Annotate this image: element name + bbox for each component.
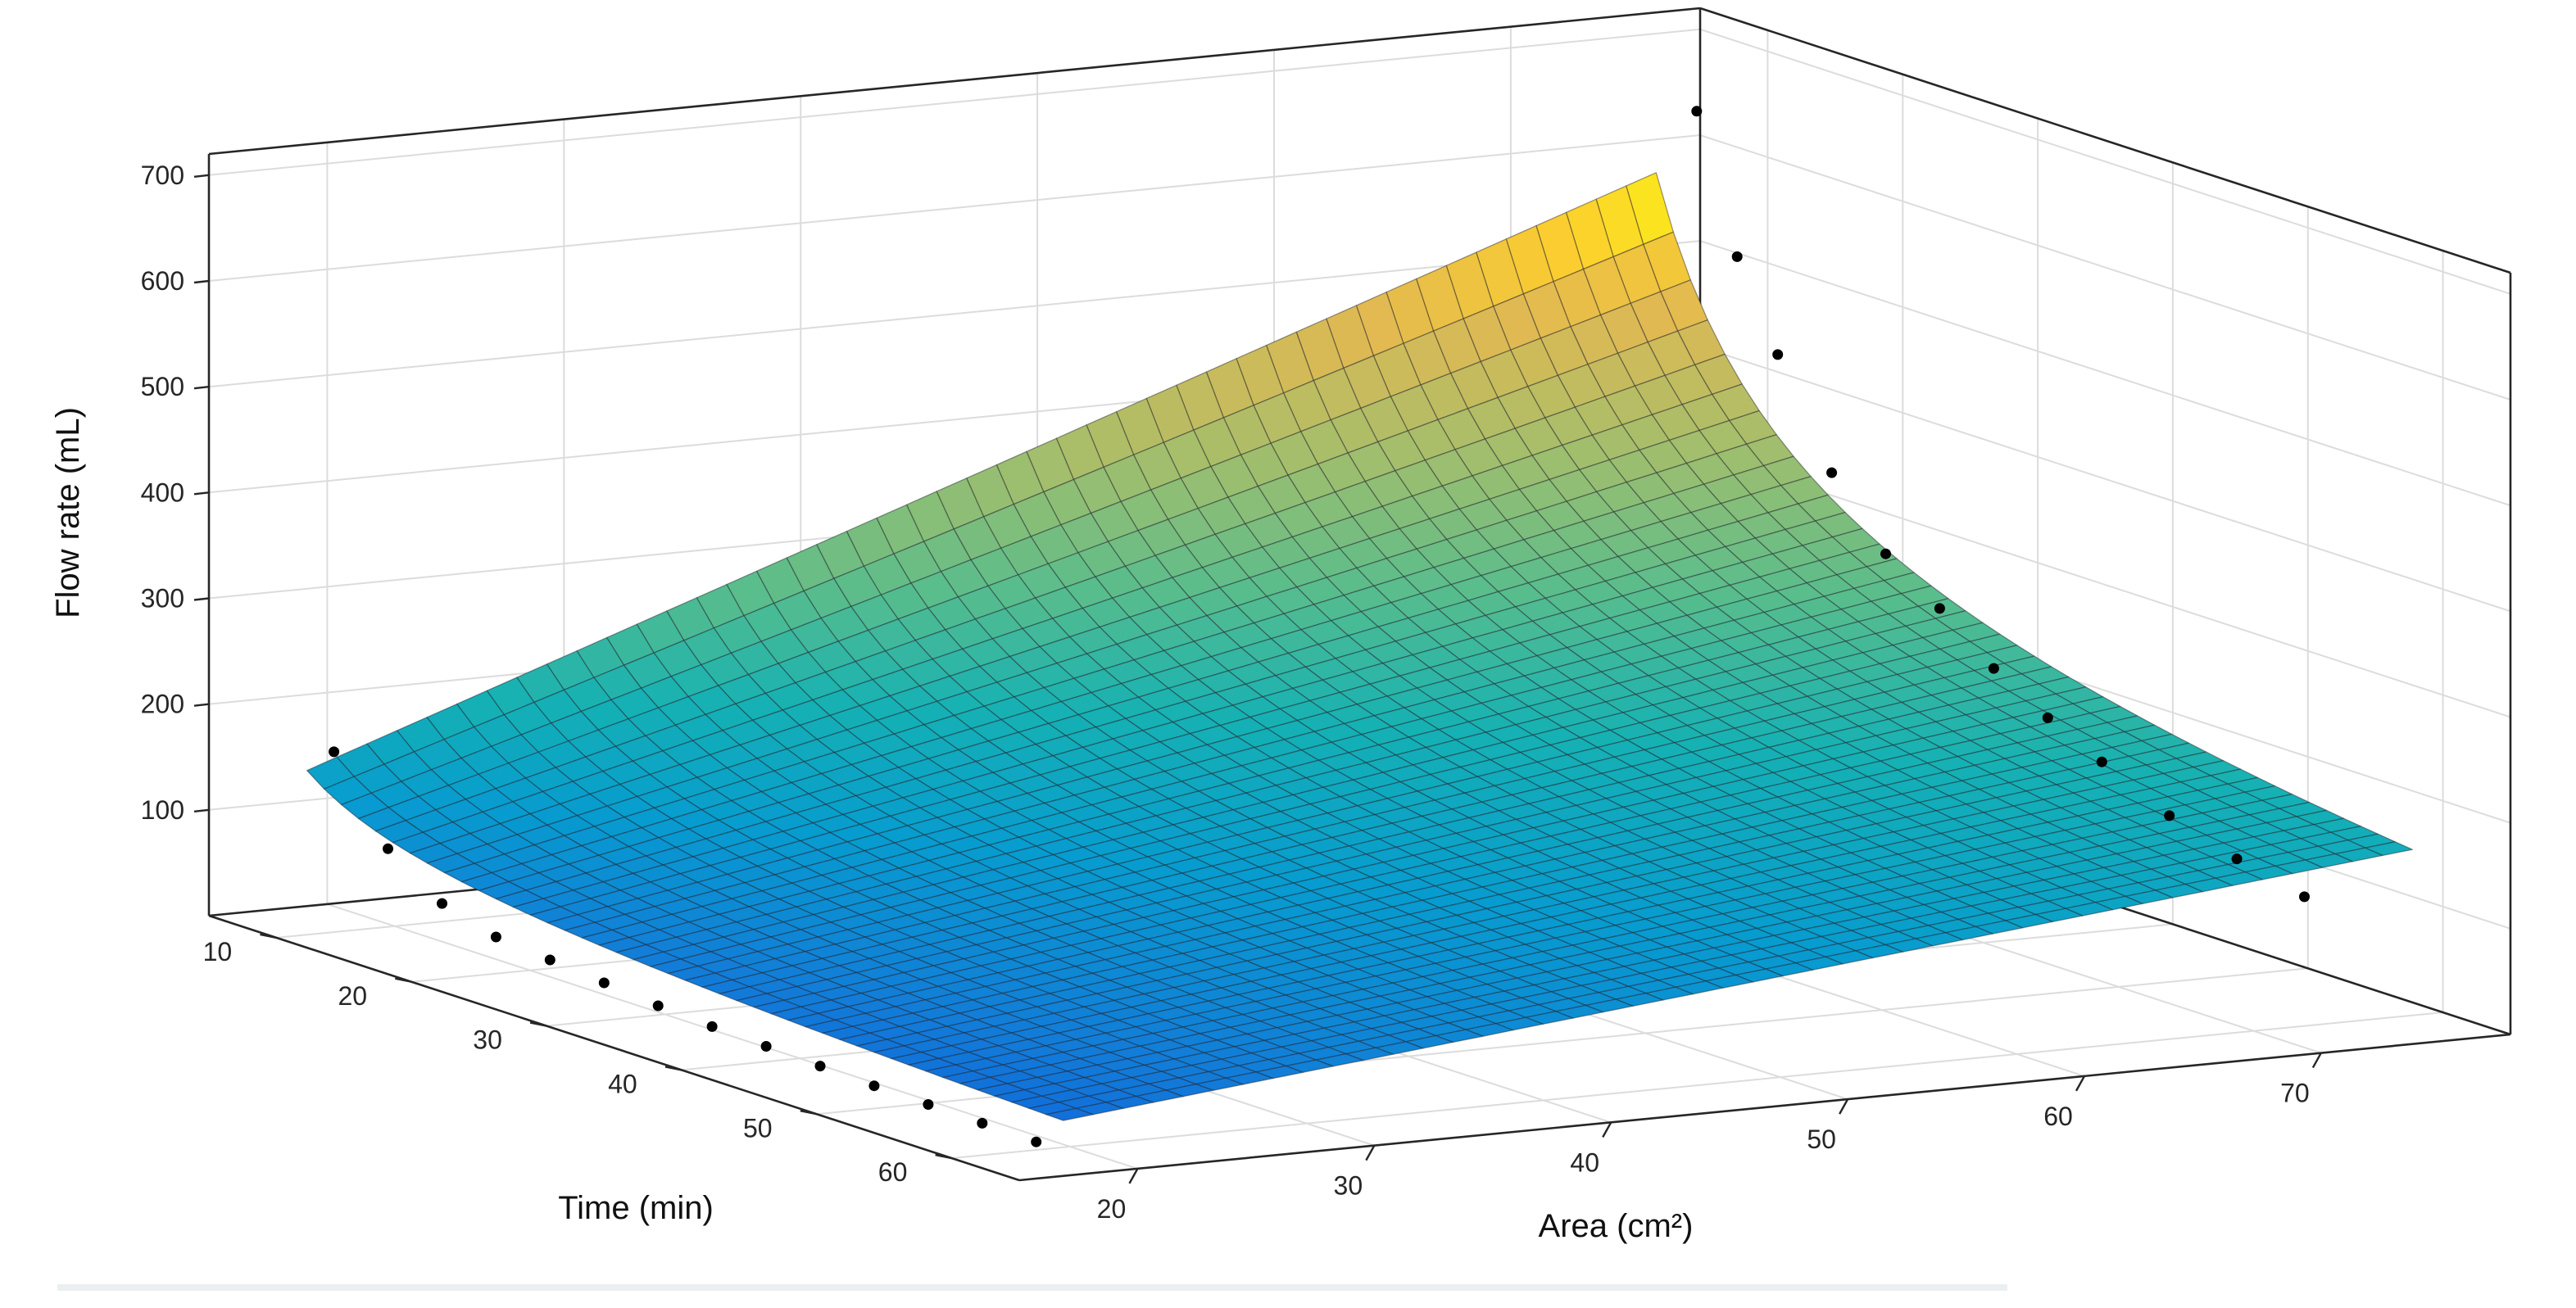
surface-face [1765, 962, 1814, 977]
z-tick [193, 808, 210, 813]
box-edge [208, 7, 1701, 156]
y-tick-label: 20 [338, 981, 367, 1011]
z-tick-label: 500 [141, 372, 184, 401]
surface-face [1644, 986, 1694, 1001]
data-point [544, 954, 556, 966]
z-tick [193, 597, 210, 601]
data-point [2299, 891, 2310, 903]
x-tick-label: 20 [1097, 1194, 1127, 1224]
data-point [1691, 106, 1703, 117]
data-point [1731, 251, 1743, 262]
y-tick [800, 1110, 817, 1116]
x-tick [1365, 1145, 1376, 1161]
x-tick-label: 40 [1570, 1147, 1599, 1177]
z-tick [193, 279, 210, 284]
data-point [868, 1080, 880, 1092]
z-tick [193, 174, 210, 179]
surface-mesh [306, 172, 2414, 1121]
z-axis-title: Flow rate (mL) [50, 407, 86, 618]
z-tick [193, 703, 210, 707]
data-point [383, 843, 393, 854]
x-axis-line [1018, 1033, 2511, 1182]
data-point [2231, 853, 2243, 865]
y-tick [529, 1021, 547, 1027]
y-axis-line [208, 914, 1020, 1182]
data-point [760, 1041, 772, 1052]
x-tick-label: 50 [1807, 1125, 1836, 1154]
data-point [652, 1000, 664, 1012]
surface-face [1494, 1016, 1544, 1031]
surface-face [1825, 950, 1874, 965]
x-tick [1128, 1168, 1139, 1184]
data-point [1772, 349, 1784, 360]
data-point [1934, 603, 1945, 614]
data-point [1826, 467, 1838, 478]
data-point [977, 1117, 988, 1129]
y-tick-label: 50 [743, 1113, 773, 1143]
bottom-strip [57, 1284, 2007, 1291]
x-tick-label: 60 [2043, 1102, 2073, 1131]
y-tick [260, 933, 277, 939]
x-axis-title: Area (cm²) [1539, 1208, 1694, 1244]
data-point [598, 977, 610, 989]
surface-face [2125, 889, 2174, 905]
y-tick [664, 1066, 683, 1071]
y-tick-label: 60 [878, 1157, 908, 1187]
axis-ticks: 100 200 300 400 500 600 700 10 20 30 40 50 60 20 30 40 5… [141, 161, 2322, 1224]
z-tick-label: 100 [141, 795, 184, 825]
y-tick [395, 977, 412, 983]
data-point [706, 1021, 718, 1032]
surface-face [1705, 974, 1753, 989]
data-point [1031, 1136, 1042, 1147]
data-point [2042, 712, 2053, 723]
data-point [2096, 756, 2107, 767]
z-tick-label: 400 [141, 477, 184, 507]
x-tick [1839, 1098, 1849, 1115]
surface-face [1855, 944, 1903, 959]
surface-face [1045, 1107, 1094, 1121]
gridline-z [208, 28, 2511, 295]
z-tick-label: 300 [141, 584, 184, 613]
x-tick [2075, 1075, 2086, 1092]
surface-face [2094, 895, 2143, 911]
surface-face [1615, 993, 1664, 1007]
data-point [923, 1099, 934, 1110]
gridline-y-floor [951, 1012, 2443, 1160]
data-point [1880, 548, 1891, 559]
x-tick [2311, 1052, 2322, 1069]
z-tick-label: 200 [141, 690, 184, 719]
y-tick [935, 1153, 952, 1160]
z-tick-label: 700 [141, 161, 184, 190]
y-axis-title: Time (min) [558, 1190, 714, 1226]
y-tick-label: 10 [203, 937, 233, 966]
y-tick-label: 40 [608, 1069, 637, 1098]
z-tick [193, 385, 210, 390]
x-tick [1602, 1121, 1612, 1138]
surface-face [1735, 968, 1784, 983]
box-edge [1699, 7, 2511, 274]
data-point [437, 898, 447, 909]
data-points [329, 106, 2310, 1147]
surface-face [1884, 938, 1934, 953]
data-point [329, 746, 340, 758]
data-point [814, 1061, 826, 1072]
data-point [2164, 810, 2175, 821]
data-point [1988, 663, 1999, 674]
y-tick-label: 30 [473, 1025, 502, 1055]
z-tick-label: 600 [141, 266, 184, 296]
gridline-x-floor [327, 903, 1138, 1170]
surface-face [1975, 920, 2024, 935]
data-point [490, 931, 501, 943]
z-tick [193, 491, 210, 496]
x-tick-label: 70 [2280, 1079, 2310, 1108]
x-tick-label: 30 [1334, 1171, 1363, 1201]
